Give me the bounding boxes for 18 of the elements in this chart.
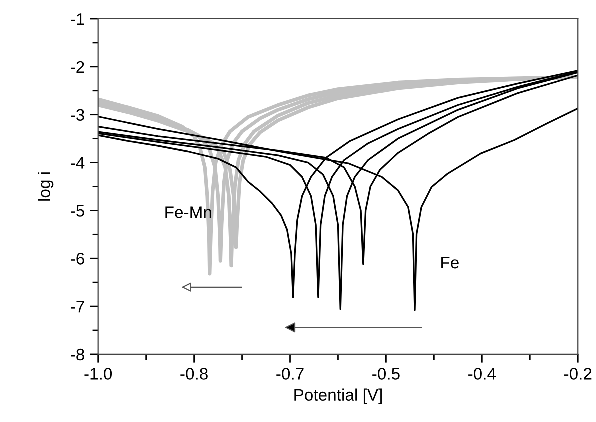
y-tick-label: -7 xyxy=(71,301,84,313)
annotation: Fe xyxy=(442,257,459,269)
y-tick-label: -4 xyxy=(71,157,85,169)
y-axis-title: log i xyxy=(38,172,54,201)
y-tick-label: -6 xyxy=(71,253,84,265)
x-axis-title: Potential [V] xyxy=(294,388,382,404)
y-tick-label: -8 xyxy=(71,348,84,361)
x-tick-label: -0.4 xyxy=(468,368,496,380)
annotation: Fe-Mn xyxy=(166,206,212,218)
x-tick-label: -0.8 xyxy=(180,368,208,380)
x-tick-label: -0.7 xyxy=(276,368,304,380)
y-tick-label: -1 xyxy=(71,14,84,26)
y-tick-label: -2 xyxy=(71,61,84,73)
y-tick-label: -3 xyxy=(71,109,84,122)
y-tick-label: -5 xyxy=(71,205,84,217)
x-tick-label: -0.2 xyxy=(564,368,592,380)
x-tick-label: -0.5 xyxy=(372,368,400,380)
x-tick-label: -1.0 xyxy=(84,368,112,380)
